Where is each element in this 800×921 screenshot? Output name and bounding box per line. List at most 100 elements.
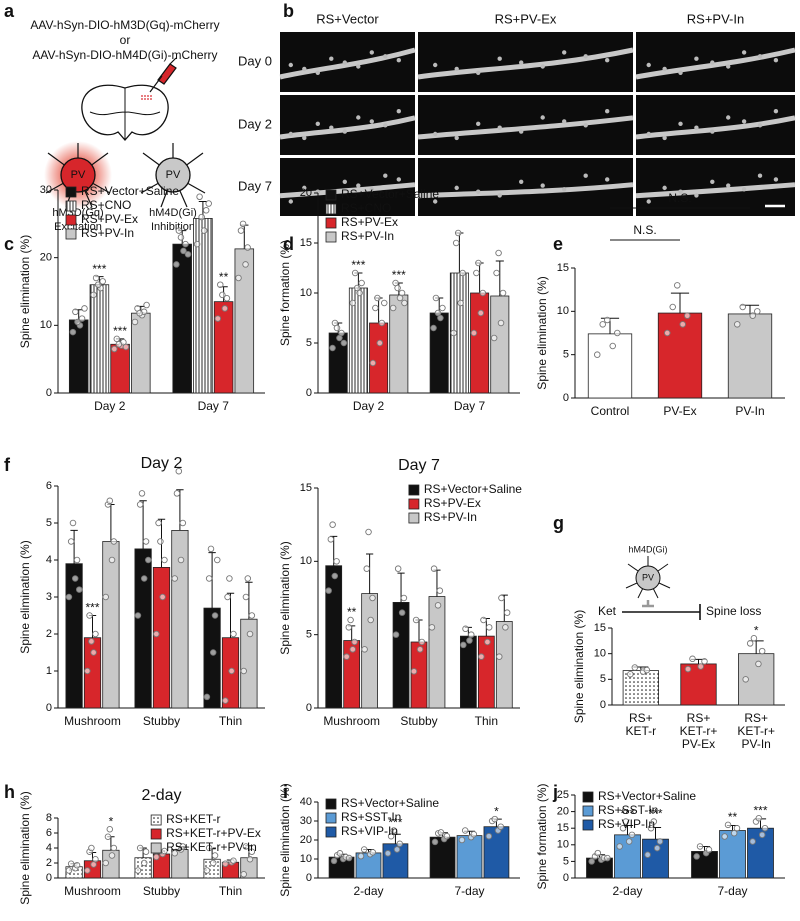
spine-image bbox=[662, 66, 667, 72]
data-point bbox=[173, 261, 180, 268]
y-axis-label: Spine formation (%) bbox=[535, 783, 549, 889]
data-point bbox=[86, 612, 93, 619]
data-point bbox=[443, 832, 451, 840]
data-point bbox=[369, 849, 377, 856]
data-point bbox=[333, 324, 341, 332]
data-point bbox=[134, 867, 142, 874]
x-tick-label: PV-In bbox=[735, 404, 764, 418]
data-point bbox=[604, 316, 611, 324]
data-point bbox=[211, 612, 219, 619]
y-tick-label: 5 bbox=[46, 517, 52, 529]
legend-swatch bbox=[150, 842, 162, 854]
data-point bbox=[742, 676, 749, 683]
error-bar bbox=[107, 504, 115, 542]
bar bbox=[102, 541, 120, 709]
x-tick-label: Stubby bbox=[143, 884, 180, 898]
cell-body bbox=[155, 157, 191, 193]
data-point bbox=[145, 556, 152, 564]
data-point bbox=[67, 538, 75, 545]
inhibition-line bbox=[622, 604, 701, 620]
data-point bbox=[628, 831, 636, 839]
legend-label: RS+PV-Ex bbox=[341, 215, 398, 229]
data-point bbox=[161, 556, 168, 564]
panel-letter: f bbox=[4, 455, 11, 475]
spine-image bbox=[726, 64, 731, 69]
spine-image bbox=[773, 177, 779, 182]
data-point bbox=[381, 299, 388, 307]
panel-letter: b bbox=[283, 1, 294, 21]
data-point bbox=[202, 207, 210, 214]
data-point bbox=[102, 859, 109, 867]
data-point bbox=[102, 593, 109, 601]
data-point bbox=[689, 655, 696, 663]
data-point bbox=[430, 565, 438, 572]
data-point bbox=[650, 818, 658, 825]
data-point bbox=[437, 829, 445, 836]
data-point bbox=[209, 859, 217, 867]
spine-image bbox=[383, 123, 388, 128]
bar bbox=[495, 621, 513, 709]
data-point bbox=[656, 838, 664, 845]
spine-image bbox=[757, 173, 763, 178]
data-point bbox=[609, 342, 616, 350]
y-tick-label: 15 bbox=[300, 482, 312, 494]
data-point bbox=[90, 861, 97, 868]
spine-image bbox=[497, 193, 502, 198]
data-point bbox=[143, 301, 150, 309]
data-point bbox=[503, 609, 511, 616]
spine-image bbox=[369, 187, 374, 192]
data-point bbox=[69, 328, 77, 336]
error-bar bbox=[670, 292, 690, 314]
data-point bbox=[329, 344, 336, 352]
y-axis-label: Spine elimination (%) bbox=[18, 235, 32, 348]
cell-body bbox=[635, 565, 661, 591]
spine-image bbox=[454, 66, 459, 72]
legend-label: RS+Vector+Saline bbox=[598, 789, 696, 803]
data-point bbox=[393, 846, 401, 853]
y-tick-label: 30 bbox=[40, 184, 52, 196]
data-point bbox=[733, 824, 741, 832]
data-point bbox=[653, 844, 661, 852]
x-tick-label: Day 2 bbox=[94, 399, 126, 413]
legend-swatch bbox=[65, 200, 77, 212]
significance: * bbox=[494, 804, 499, 818]
injection-dot bbox=[150, 98, 152, 100]
y-tick-label: 40 bbox=[300, 796, 312, 808]
data-point bbox=[485, 832, 493, 840]
data-point bbox=[470, 329, 478, 337]
row-label: Day 7 bbox=[238, 178, 272, 193]
data-point bbox=[437, 314, 444, 322]
spine-image bbox=[302, 135, 307, 141]
spine-image bbox=[710, 60, 715, 65]
y-tick-label: 10 bbox=[40, 319, 52, 331]
data-point bbox=[622, 818, 630, 825]
spine-image bbox=[454, 135, 459, 141]
data-point bbox=[115, 341, 123, 348]
data-point bbox=[684, 312, 691, 319]
micrograph bbox=[418, 32, 633, 92]
y-axis-label: Spine elimination (%) bbox=[535, 276, 549, 389]
x-tick-label: Mushroom bbox=[64, 884, 121, 898]
x-tick-label: PV-In bbox=[741, 737, 770, 751]
data-point bbox=[439, 304, 446, 312]
data-point bbox=[92, 274, 100, 282]
data-point bbox=[349, 646, 356, 653]
data-point bbox=[470, 831, 478, 838]
spine-image bbox=[383, 54, 388, 59]
spine-image bbox=[646, 199, 651, 204]
x-tick-label: RS+ bbox=[744, 711, 768, 725]
data-point bbox=[138, 490, 146, 497]
y-tick-label: 4 bbox=[46, 842, 52, 854]
panel-letter: i bbox=[283, 782, 288, 802]
cell-label: PV bbox=[71, 169, 86, 181]
data-point bbox=[159, 593, 166, 601]
data-point bbox=[230, 857, 237, 865]
data-point bbox=[242, 843, 250, 850]
data-point bbox=[244, 575, 252, 582]
y-tick-label: 5 bbox=[306, 337, 312, 349]
significance: *** bbox=[620, 807, 634, 821]
y-tick-label: 10 bbox=[557, 839, 569, 851]
spine-image bbox=[356, 115, 361, 120]
data-point bbox=[203, 693, 211, 701]
data-point bbox=[182, 240, 189, 248]
